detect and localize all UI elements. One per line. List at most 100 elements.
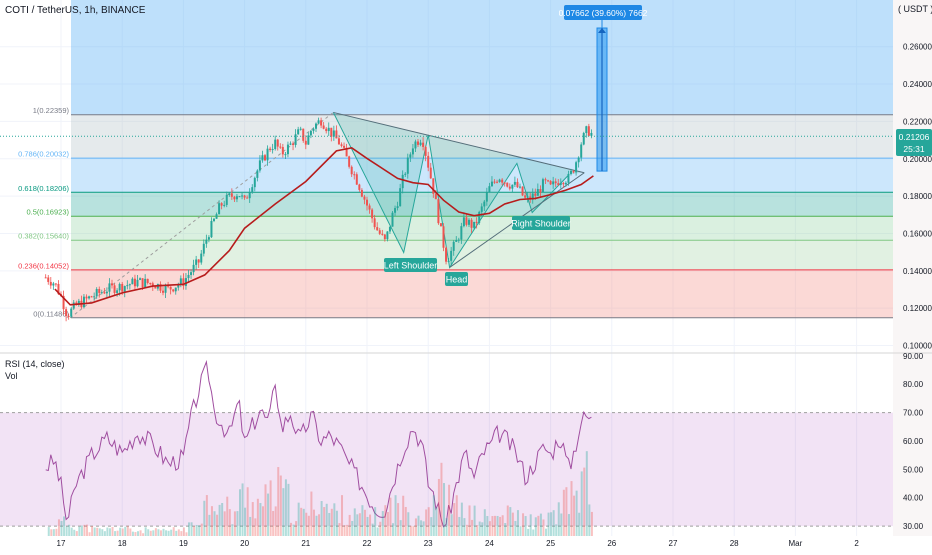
candle	[294, 134, 297, 145]
trend-dashed-line[interactable]	[69, 112, 334, 319]
candle	[544, 179, 547, 181]
volume-bar	[534, 517, 537, 536]
candle	[47, 277, 50, 282]
volume-bar	[407, 512, 410, 536]
volume-bar	[381, 511, 384, 536]
neckline[interactable]	[333, 111, 585, 174]
candle	[197, 259, 200, 263]
volume-bar	[116, 530, 119, 536]
candle	[72, 302, 75, 309]
volume-bar	[353, 508, 356, 536]
price-axis[interactable]: 0.10000 0.12000 0.14000 0.16000 0.18000 0.200…	[903, 43, 932, 351]
candle	[253, 177, 256, 188]
candle	[475, 221, 478, 223]
candle	[126, 285, 129, 287]
volume-bar	[73, 529, 76, 536]
rsi-pane	[0, 359, 893, 528]
rsi-tick-label: 60.00	[903, 437, 924, 446]
candle	[552, 181, 555, 185]
candle	[373, 218, 376, 228]
volume-bar	[256, 498, 259, 536]
volume-bar	[465, 524, 468, 536]
volume-bar	[228, 509, 231, 536]
fib-zone	[71, 158, 893, 193]
candle	[136, 279, 139, 287]
price-tick-label: 0.12000	[903, 304, 932, 313]
currency-label[interactable]: ( USDT )	[898, 4, 932, 14]
candle	[419, 142, 422, 145]
volume-bar	[440, 462, 443, 536]
candle	[85, 296, 88, 299]
volume-bar	[330, 508, 333, 536]
candle	[513, 181, 516, 185]
candle	[506, 182, 509, 187]
fib-label: 1(0.22359)	[33, 106, 70, 115]
time-tick-label: 26	[607, 539, 616, 548]
volume-bar	[376, 527, 379, 536]
volume-bar	[453, 503, 456, 536]
candle	[202, 243, 205, 254]
candle	[490, 181, 493, 187]
candle	[521, 186, 524, 196]
candle	[128, 284, 131, 286]
candle	[243, 195, 246, 198]
volume-bar	[443, 483, 446, 536]
candle	[266, 148, 269, 161]
volume-bar	[476, 525, 479, 536]
candle	[292, 143, 295, 145]
candle	[49, 281, 52, 286]
volume-bar	[542, 519, 545, 536]
volume-bar	[282, 488, 285, 536]
fib-label: 0.786(0.20032)	[18, 150, 69, 159]
candle	[108, 283, 111, 292]
volume-bar	[307, 515, 310, 536]
rsi-axis[interactable]: 30.00 40.00 50.00 60.00 70.00 80.00 90.00	[903, 352, 924, 531]
candle	[422, 142, 425, 147]
candle	[264, 155, 266, 161]
last-price-label: 0.21206	[899, 132, 930, 142]
rsi-axis-panel[interactable]	[893, 353, 932, 536]
candle	[462, 217, 465, 227]
volume-bar	[481, 522, 484, 536]
volume-bar	[346, 524, 349, 536]
candle	[485, 192, 488, 202]
volume-bar	[483, 509, 486, 536]
volume-bar	[435, 507, 438, 536]
candle	[549, 180, 552, 185]
candle	[251, 187, 254, 193]
left-shoulder-label-bg	[384, 258, 437, 272]
head-shoulders-path[interactable]	[332, 112, 570, 269]
candle	[309, 130, 312, 136]
volume-bar	[565, 487, 568, 536]
volume-bar	[486, 516, 489, 536]
candle	[67, 315, 70, 317]
candle	[258, 160, 261, 171]
time-axis-panel[interactable]	[0, 536, 932, 550]
candle	[149, 282, 152, 284]
volume-bar	[241, 483, 244, 536]
time-axis[interactable]: 17 18 19 20 21 22 23 24 25 26 27 28 Mar 2	[57, 539, 860, 548]
volume-bar	[205, 495, 208, 536]
volume-bar	[63, 516, 66, 536]
candle	[210, 220, 213, 238]
volume-title: Vol	[5, 371, 18, 381]
volume-bar	[292, 524, 295, 536]
candle	[62, 295, 65, 310]
volume-bar	[414, 518, 417, 536]
price-range-measure[interactable]	[0, 20, 893, 172]
ma-line	[54, 147, 594, 306]
countdown-label: 25:31	[903, 144, 925, 154]
volume-bar	[170, 529, 173, 536]
volume-bar	[491, 516, 494, 536]
volume-bar	[448, 484, 451, 536]
volume-bar	[55, 528, 58, 536]
candle	[371, 209, 374, 219]
candle	[151, 283, 154, 287]
volume-bar	[103, 531, 106, 536]
volume-bar	[562, 489, 565, 536]
fibonacci-retracement[interactable]: 0(0.11486) 0.236(0.14052) 0.382(0.15640) 0.…	[18, 0, 893, 319]
volume-bar	[425, 509, 428, 536]
candle	[432, 178, 435, 194]
